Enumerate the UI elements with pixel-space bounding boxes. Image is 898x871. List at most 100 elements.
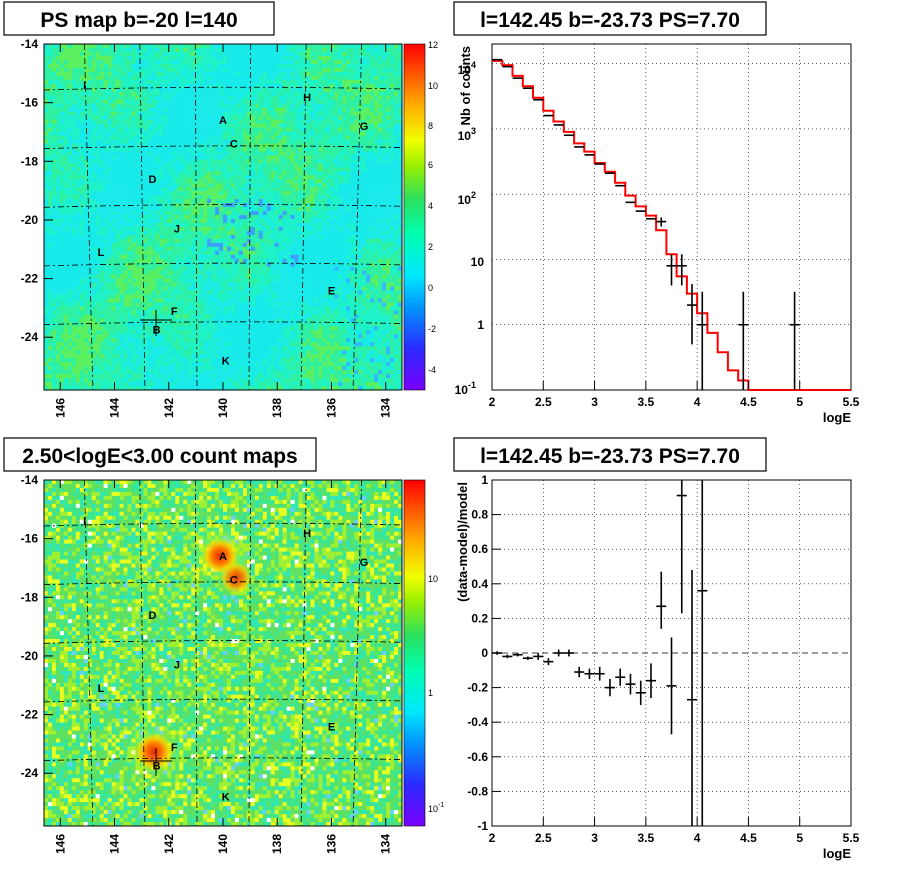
x-tick: 3.5	[638, 831, 655, 845]
x-tick: 146	[53, 834, 67, 854]
x-tick: 136	[325, 834, 339, 854]
cbar-tick: 10	[428, 574, 438, 584]
count-map-x-ticks: 146 144 142 140 138 136 134	[53, 480, 393, 854]
cbar-tick: 10	[428, 81, 438, 91]
y-tick: 0.4	[471, 577, 488, 591]
count-map-colorbar	[404, 480, 425, 826]
y-tick: -18	[21, 590, 39, 604]
y-tick: 0.2	[471, 611, 488, 625]
residual-point	[584, 668, 595, 679]
count-map-hotspots	[122, 525, 254, 782]
ps-map-title: PS map b=-20 l=140	[40, 9, 237, 32]
spectrum-x-ticks: 2 2.5 3 3.5 4 4.5 5 5.5	[489, 381, 860, 409]
spectrum-y-label: Nb of counts	[458, 46, 473, 125]
x-tick: 146	[53, 398, 67, 418]
source-marker-label: A	[219, 115, 227, 127]
residual-title: l=142.45 b=-23.73 PS=7.70	[480, 445, 740, 468]
source-marker-label: F	[171, 306, 178, 318]
ps-map-grid	[43, 43, 403, 391]
y-tick: 103	[458, 126, 476, 143]
y-tick: -0.2	[467, 681, 488, 695]
x-tick: 2.5	[535, 831, 552, 845]
y-tick: 1	[481, 473, 488, 487]
spectrum-model	[492, 59, 851, 391]
y-tick: -0.8	[467, 784, 488, 798]
residual-x-ticks: 2 2.5 3 3.5 4 4.5 5 5.5	[489, 817, 860, 845]
y-tick: -22	[21, 708, 39, 722]
source-marker-label: E	[328, 285, 335, 297]
y-tick: -24	[21, 330, 39, 344]
residual-title-box	[453, 437, 767, 472]
y-tick: 0.8	[471, 508, 488, 522]
source-marker-label: B	[153, 760, 161, 772]
source-marker-label: K	[222, 356, 230, 368]
x-tick: 3	[591, 831, 598, 845]
source-marker-label: K	[222, 792, 230, 804]
count-map-markers: I H A G C D J L E FB K	[83, 516, 368, 804]
data-point	[789, 291, 800, 390]
spectrum-x-label: logE	[823, 410, 851, 425]
x-tick: 138	[270, 834, 284, 854]
source-marker-label: F	[171, 742, 178, 754]
data-point	[687, 284, 698, 345]
spectrum-grid	[492, 44, 851, 390]
residual-point	[543, 658, 554, 666]
x-tick: 144	[108, 398, 122, 418]
residual-y-ticks: 1 0.8 0.6 0.4 0.2 0 -0.2 -0.4 -0.6 -0.8 -1	[467, 473, 501, 833]
residual-point	[512, 653, 523, 657]
source-marker-label: A	[219, 551, 227, 563]
model-line	[492, 59, 851, 391]
residual-point	[502, 654, 513, 659]
x-tick: 138	[270, 398, 284, 418]
residual-point	[563, 649, 574, 657]
y-tick: -14	[21, 473, 39, 487]
source-marker-label: I	[83, 516, 86, 528]
cbar-tick: 10-1	[428, 802, 444, 814]
source-marker-label: H	[303, 92, 311, 104]
source-marker-label: G	[360, 121, 369, 133]
y-tick: -20	[21, 213, 39, 227]
ps-map-source-cross	[140, 310, 172, 336]
x-tick: 140	[216, 834, 230, 854]
source-marker-label: J	[174, 660, 180, 672]
cbar-tick: -2	[428, 324, 436, 334]
data-point	[697, 291, 708, 390]
x-tick: 2.5	[535, 395, 552, 409]
y-tick: -1	[477, 819, 488, 833]
residual-point	[635, 680, 646, 705]
y-tick: 1	[477, 318, 484, 332]
source-marker-label: D	[149, 610, 157, 622]
spectrum-data	[492, 58, 800, 390]
x-tick: 5	[796, 831, 803, 845]
cbar-tick: 12	[428, 40, 438, 50]
x-tick: 134	[379, 398, 393, 418]
x-tick: 4.5	[740, 395, 757, 409]
residual-point	[522, 656, 533, 660]
spectrum-title: l=142.45 b=-23.73 PS=7.70	[480, 9, 740, 32]
spectrum-frame	[491, 43, 852, 391]
residual-point	[666, 637, 677, 735]
cbar-tick: 6	[428, 160, 433, 170]
count-map-colorbar-ticks: 10 1 10-1	[428, 574, 444, 814]
y-tick: 0.6	[471, 542, 488, 556]
residual-y-label: (data-model)/model	[455, 482, 470, 602]
cbar-tick: 1	[428, 688, 433, 698]
x-tick: 5.5	[843, 831, 860, 845]
residual-point	[574, 666, 585, 678]
source-marker-label: H	[303, 528, 311, 540]
x-tick: 144	[108, 834, 122, 854]
x-tick: 136	[325, 398, 339, 418]
x-tick: 4	[694, 395, 701, 409]
ps-map-colorbar-ticks: 12 10 8 6 4 2 0 -2 -4	[428, 40, 438, 375]
y-tick: 10-1	[455, 380, 476, 397]
y-tick: 10	[471, 255, 485, 269]
y-tick: 0	[481, 646, 488, 660]
x-tick: 4	[694, 831, 701, 845]
source-marker-label: I	[83, 80, 86, 92]
ps-map-pixels	[44, 44, 403, 391]
residual-point	[615, 668, 626, 686]
residual-point	[625, 673, 636, 695]
y-tick: -20	[21, 649, 39, 663]
residual-point	[697, 480, 708, 826]
